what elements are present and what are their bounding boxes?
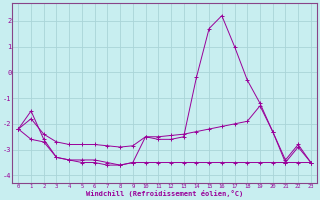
X-axis label: Windchill (Refroidissement éolien,°C): Windchill (Refroidissement éolien,°C) xyxy=(86,190,243,197)
